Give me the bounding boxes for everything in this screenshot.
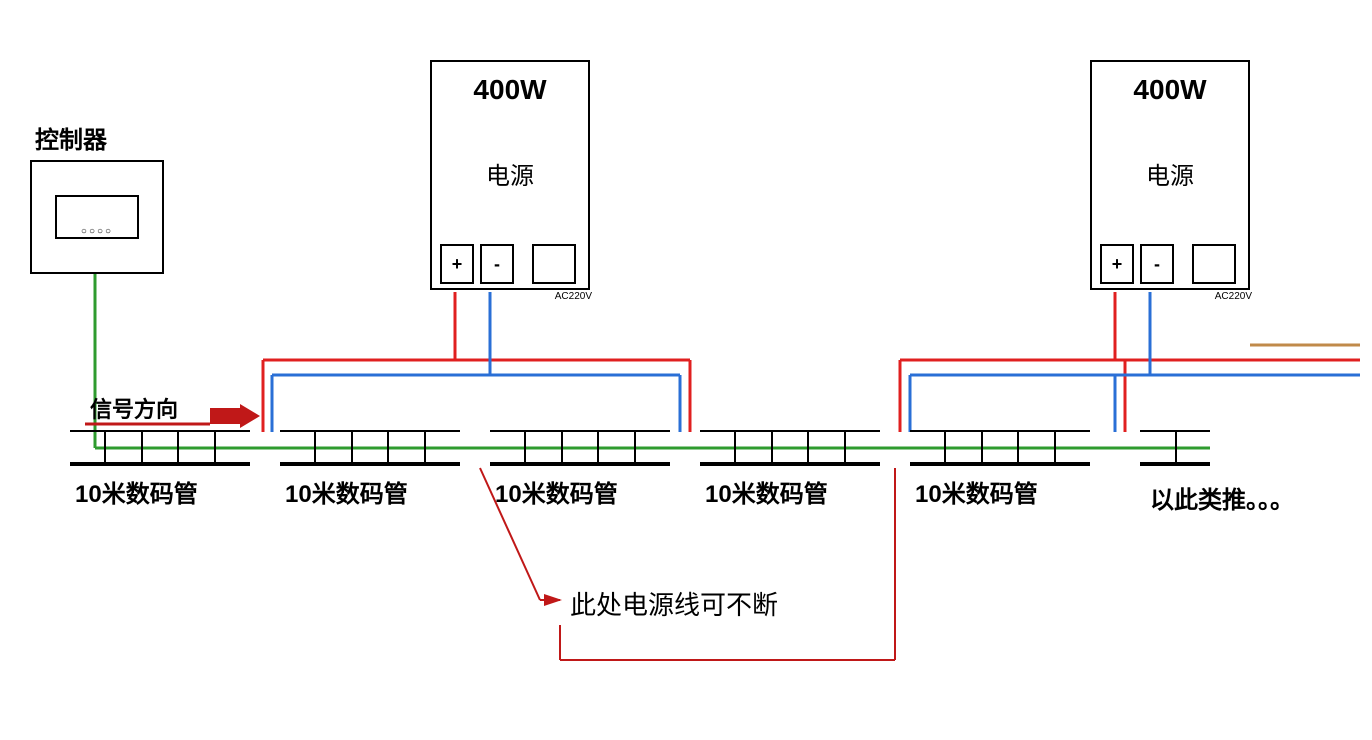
psu-1-terminal-plus: + xyxy=(440,244,474,284)
tube-segment xyxy=(70,430,250,466)
psu-1-ac-label: AC220V xyxy=(555,291,592,302)
psu-2-watt: 400W xyxy=(1092,62,1248,106)
tube-label: 10米数码管 xyxy=(705,474,828,509)
tube-segment xyxy=(490,430,670,466)
tube-label: 10米数码管 xyxy=(75,474,198,509)
psu-1-watt: 400W xyxy=(432,62,588,106)
tube-label: 10米数码管 xyxy=(915,474,1038,509)
diagram-canvas: 控制器 ○○○○ 信号方向 400W 电源 + - AC220V 400W 电源… xyxy=(0,0,1372,740)
tube-segment xyxy=(280,430,460,466)
psu-1-label: 电源 xyxy=(432,156,588,191)
psu-2-terminal-ac xyxy=(1192,244,1236,284)
signal-direction-label: 信号方向 xyxy=(90,392,178,424)
etc-label: 以此类推。。。 xyxy=(1150,480,1294,515)
note-text: 此处电源线可不断 xyxy=(570,585,778,622)
controller-display: ○○○○ xyxy=(55,195,139,239)
tube-label: 10米数码管 xyxy=(285,474,408,509)
psu-1: 400W 电源 + - AC220V xyxy=(430,60,590,290)
psu-2: 400W 电源 + - AC220V xyxy=(1090,60,1250,290)
psu-2-label: 电源 xyxy=(1092,156,1248,191)
tube-segment xyxy=(700,430,880,466)
psu-1-terminal-ac xyxy=(532,244,576,284)
tube-tail xyxy=(1140,430,1210,466)
psu-2-terminal-minus: - xyxy=(1140,244,1174,284)
controller-box: ○○○○ xyxy=(30,160,164,274)
psu-1-terminal-minus: - xyxy=(480,244,514,284)
tube-segment xyxy=(910,430,1090,466)
controller-title: 控制器 xyxy=(35,120,107,155)
psu-2-terminal-plus: + xyxy=(1100,244,1134,284)
psu-2-ac-label: AC220V xyxy=(1215,291,1252,302)
tube-label: 10米数码管 xyxy=(495,474,618,509)
